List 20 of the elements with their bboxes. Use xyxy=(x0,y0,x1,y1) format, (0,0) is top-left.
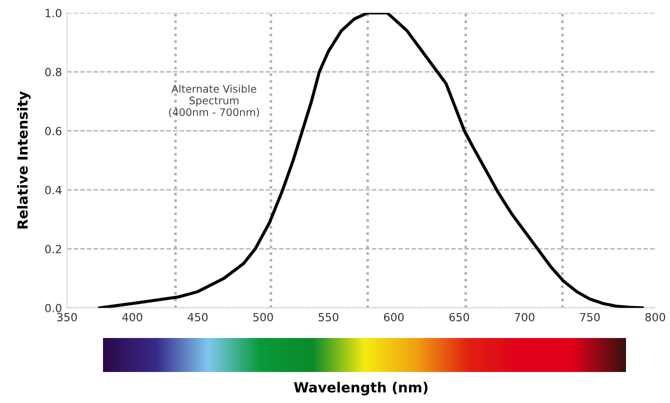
x-tick-label: 750 xyxy=(580,312,600,322)
x-tick-label: 500 xyxy=(253,312,273,322)
y-tick-label: 0.2 xyxy=(45,244,62,254)
x-tick-label: 350 xyxy=(57,312,77,322)
y-tick-label: 0.8 xyxy=(45,68,62,76)
x-tick-label: 450 xyxy=(188,312,208,322)
y-tick-label: 0.6 xyxy=(45,126,62,136)
y-axis-title: Relative Intensity xyxy=(17,91,31,228)
x-axis-title: Wavelength (nm) xyxy=(294,382,428,396)
line-series xyxy=(98,12,644,308)
y-tick-label: 1.0 xyxy=(46,8,62,18)
x-tick-label: 700 xyxy=(514,312,534,322)
x-tick-label: 400 xyxy=(122,312,142,322)
x-tick-label: 800 xyxy=(645,312,666,322)
x-tick-label: 550 xyxy=(318,312,338,322)
x-tick-label: 600 xyxy=(384,312,404,322)
annotation: Alternate Visible Spectrum (400nm - 700nm) xyxy=(169,84,260,118)
y-tick-label: 0.4 xyxy=(45,186,62,194)
x-tick-label: 650 xyxy=(449,312,470,322)
y-tick-label: 0.0 xyxy=(45,304,62,312)
